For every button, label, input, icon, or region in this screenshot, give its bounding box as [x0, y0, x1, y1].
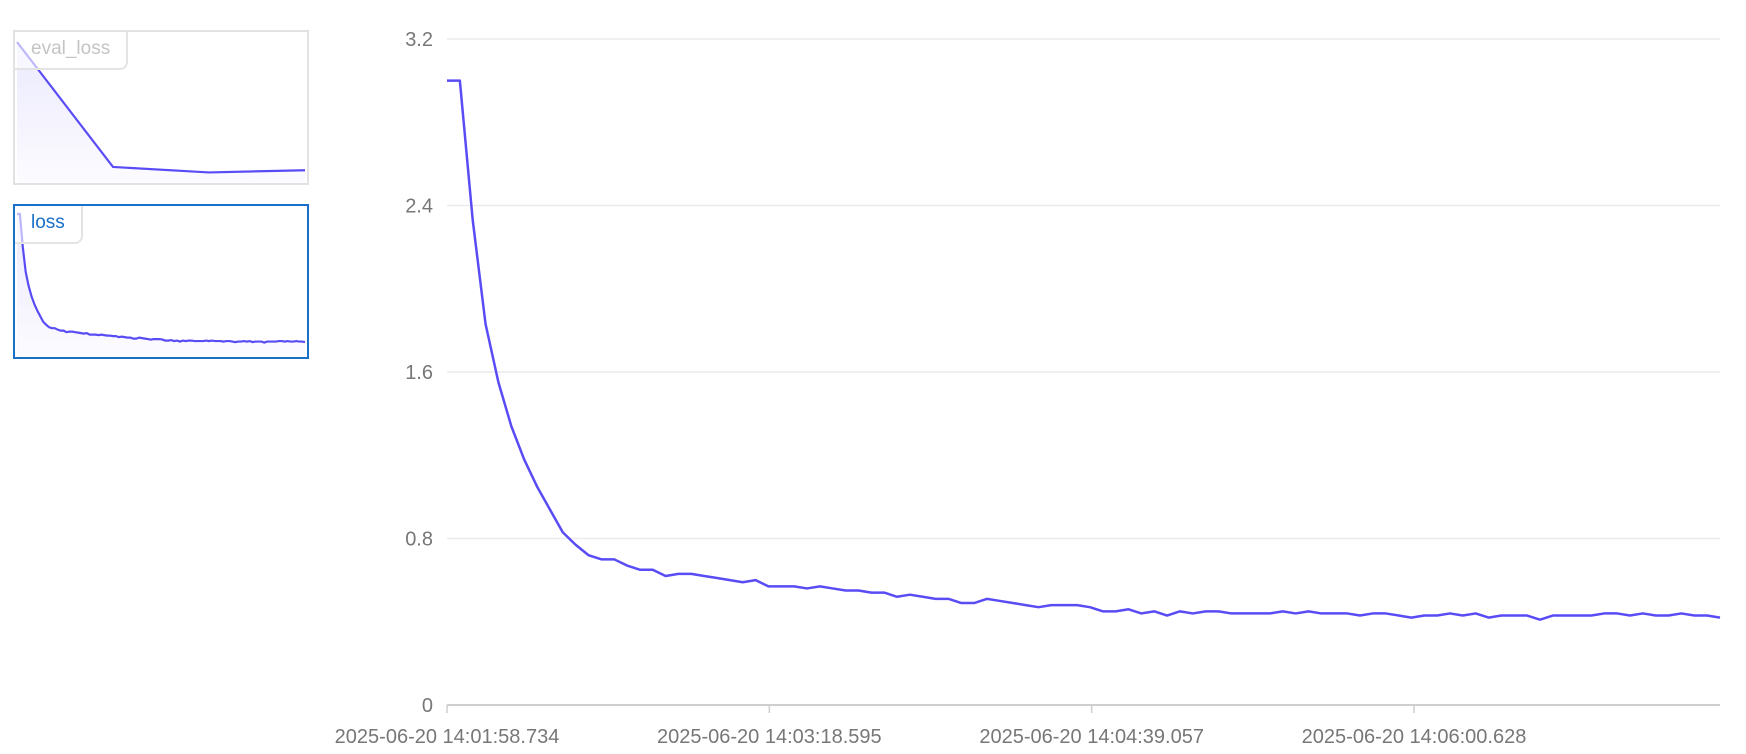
sparkline-area: [17, 42, 305, 183]
sparkline-line: [16, 41, 306, 174]
y-tick-label: 3.2: [405, 29, 433, 51]
y-tick-label: 2.4: [405, 196, 433, 218]
x-tick-label: 2025-06-20 14:04:39.057: [979, 726, 1204, 748]
y-tick-label: 0: [422, 695, 433, 717]
y-tick-label: 1.6: [405, 362, 433, 384]
loss-series-line: [447, 79, 1721, 621]
thumbnail-loss[interactable]: loss: [13, 204, 309, 359]
thumbnail-eval-loss[interactable]: eval_loss: [13, 30, 309, 185]
x-tick-label: 2025-06-20 14:03:18.595: [657, 726, 882, 748]
loss-sparkline: [17, 212, 306, 357]
thumbnail-label: eval_loss: [15, 32, 129, 70]
y-tick-label: 0.8: [405, 529, 433, 551]
thumbnail-label: loss: [15, 206, 83, 244]
x-tick-label: 2025-06-20 14:06:00.628: [1302, 726, 1527, 748]
sparkline-line: [17, 212, 306, 344]
x-tick-label: 2025-06-20 14:01:58.734: [335, 726, 560, 748]
eval-loss-sparkline: [16, 41, 306, 183]
sparkline-area: [17, 214, 305, 357]
